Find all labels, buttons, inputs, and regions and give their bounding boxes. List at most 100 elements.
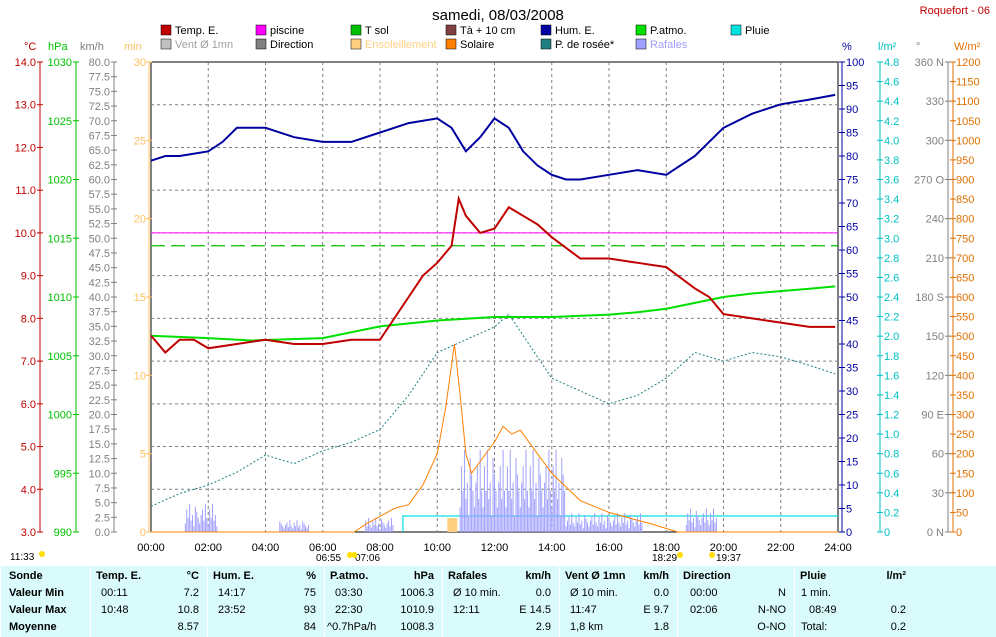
- axis-rain-tick-label: 2.0: [884, 331, 899, 343]
- axis-rain-tick-label: 4.8: [884, 57, 899, 69]
- summary-col-sonde: Sonde Valeur Min Valeur Max Moyenne: [0, 566, 90, 637]
- axis-temp-tick-label: 12.0: [15, 142, 36, 154]
- axis-dir-tick-label: 150: [926, 331, 944, 343]
- axis-rain-tick-label: 0.6: [884, 468, 899, 480]
- legend-label: Pluie: [745, 25, 769, 37]
- axis-solar-tick-label: 350: [956, 390, 974, 402]
- axis-min-tick-label: 5: [140, 449, 146, 461]
- summary-vent-min-time: Ø 10 min.: [570, 587, 618, 599]
- axis-solar-tick-label: 300: [956, 410, 974, 422]
- axis-solar-tick-label: 650: [956, 272, 974, 284]
- legend-swatch: [350, 38, 362, 50]
- axis-press-tick-label: 1005: [48, 351, 72, 363]
- axis-rain-tick-label: 0.2: [884, 507, 899, 519]
- axis-solar-tick-label: 550: [956, 312, 974, 324]
- axis-rain-tick-label: 3.8: [884, 155, 899, 167]
- axis-wind-tick-label: 72.5: [89, 101, 110, 113]
- sun-marker: [351, 552, 358, 558]
- series-p-atmo-: [150, 285, 836, 342]
- axis-wind-tick-label: 80.0: [89, 57, 110, 69]
- series-p-de-ros-e-: [150, 313, 836, 507]
- axis-press-tick-label: 1010: [48, 292, 72, 304]
- axis-solar-tick-label: 850: [956, 194, 974, 206]
- time-tick-label: 06:00: [309, 542, 337, 554]
- sun-marker: [39, 551, 45, 557]
- axis-solar-tick-label: 1200: [956, 57, 980, 69]
- axis-rain-tick-label: 3.6: [884, 175, 899, 187]
- axis-wind-tick-label: 12.5: [89, 454, 110, 466]
- legend-label: Temp. E.: [175, 25, 218, 37]
- axis-rain-tick-label: 4.0: [884, 135, 899, 147]
- legend-swatch: [445, 24, 457, 36]
- axis-hum-tick-label: 35: [846, 363, 858, 375]
- summary-raf-max-time: 12:11: [453, 604, 480, 616]
- summary-col-pluie: Pluie l/m² 1 min. 08:49 0.2 Total: 0.2: [794, 566, 914, 637]
- axis-wind-tick-label: 27.5: [89, 365, 110, 377]
- legend-swatch: [635, 38, 647, 50]
- unit-min: min: [124, 41, 142, 53]
- axis-wind-tick-label: 7.5: [95, 483, 110, 495]
- summary-header-raf: Rafales: [448, 570, 488, 582]
- summary-header-hum: Hum. E.: [213, 570, 254, 582]
- summary-press-max-time: 22:30: [335, 604, 363, 616]
- axis-hum-tick-label: 15: [846, 457, 858, 469]
- time-tick-label: 04:00: [252, 542, 280, 554]
- axis-rain-tick-label: 4.2: [884, 116, 899, 128]
- axis-rain-tick-label: 3.2: [884, 214, 899, 226]
- summary-raf-min: 0.0: [535, 587, 551, 599]
- axis-temp-tick-label: 10.0: [15, 228, 36, 240]
- summary-raf-avg: 2.9: [535, 621, 551, 633]
- axis-hum-tick-label: 0: [846, 527, 852, 539]
- legend-swatch: [255, 24, 267, 36]
- axis-press-tick-label: 1025: [48, 116, 72, 128]
- axis-press-tick-label: 1015: [48, 233, 72, 245]
- axis-press-tick-label: 1030: [48, 57, 72, 69]
- axis-temp-tick-label: 7.0: [21, 356, 36, 368]
- sunset-label: 18:29: [652, 553, 677, 564]
- axis-dir-tick-label: 300: [926, 135, 944, 147]
- axis-wind-tick-label: 77.5: [89, 72, 110, 84]
- station-name: Roquefort - 06: [920, 5, 990, 17]
- summary-pluie-interval: 1 min.: [801, 587, 831, 599]
- legend-label: Ensoleillement: [365, 39, 437, 51]
- summary-unit-vent: km/h: [643, 570, 669, 582]
- axis-wind-tick-label: 32.5: [89, 336, 110, 348]
- axis-solar-tick-label: 950: [956, 155, 974, 167]
- axis-press-tick-label: 1020: [48, 175, 72, 187]
- axis-press-tick-label: 990: [54, 527, 72, 539]
- summary-press-min-time: 03:30: [335, 587, 363, 599]
- summary-unit-temp: °C: [186, 570, 199, 582]
- summary-col-temp: Temp. E. °C 00:11 7.2 10:48 10.8 8.57: [90, 566, 207, 637]
- axis-hum-tick-label: 45: [846, 316, 858, 328]
- summary-hum-min-time: 14:17: [218, 587, 246, 599]
- time-tick-label: 20:00: [710, 542, 738, 554]
- legend-swatch: [255, 38, 267, 50]
- axis-solar-tick-label: 200: [956, 449, 974, 461]
- summary-table: Sonde Valeur Min Valeur Max Moyenne Temp…: [0, 566, 996, 637]
- summary-vent-avg: 1.8: [653, 621, 669, 633]
- axis-wind-tick-label: 35.0: [89, 321, 110, 333]
- axis-wind-tick-label: 57.5: [89, 189, 110, 201]
- summary-label-min: Valeur Min: [9, 587, 65, 599]
- axis-hum-tick-label: 80: [846, 151, 858, 163]
- sunshine-bar: [447, 518, 458, 532]
- sun-marker: [346, 552, 353, 558]
- summary-unit-hum: %: [306, 570, 316, 582]
- summary-col-raf: Rafales km/h Ø 10 min. 0.0 12:11 E 14.5 2.9: [442, 566, 559, 637]
- legend-swatch: [635, 24, 647, 36]
- axis-hum-tick-label: 90: [846, 104, 858, 116]
- legend-label: piscine: [270, 25, 304, 37]
- axis-min-tick-label: 0: [140, 527, 146, 539]
- axis-hum-tick-label: 60: [846, 245, 858, 257]
- summary-pluie-total: 0.2: [890, 621, 906, 633]
- summary-label-avg: Moyenne: [9, 621, 57, 633]
- unit-temp: °C: [24, 41, 36, 53]
- axis-wind-tick-label: 67.5: [89, 130, 110, 142]
- axis-solar-tick-label: 150: [956, 468, 974, 480]
- axis-hum-tick-label: 75: [846, 175, 858, 187]
- axis-rain-tick-label: 0: [884, 527, 890, 539]
- axis-dir-tick-label: 240: [926, 214, 944, 226]
- axis-wind-tick-label: 10.0: [89, 468, 110, 480]
- axis-hum-tick-label: 70: [846, 198, 858, 210]
- axis-solar-tick-label: 750: [956, 233, 974, 245]
